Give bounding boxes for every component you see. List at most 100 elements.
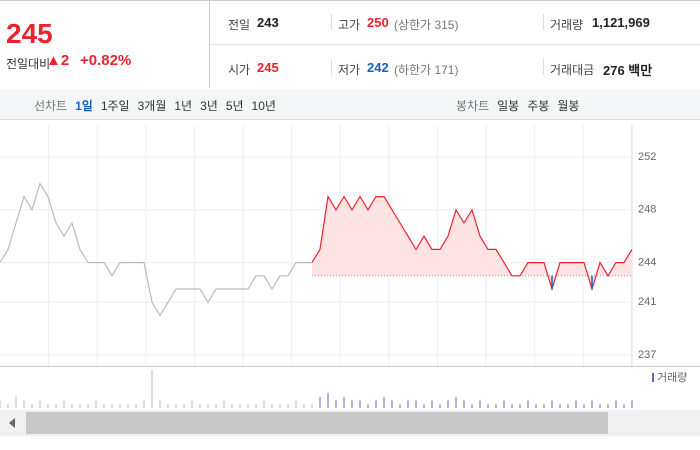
volume-bar [295, 400, 297, 408]
volume-bar [583, 404, 585, 408]
divider [331, 14, 332, 30]
volume-bar [599, 404, 601, 408]
y-tick-label: 237 [638, 349, 656, 361]
volume-bar [319, 396, 321, 408]
volume-bar [367, 404, 369, 408]
volume-bar [495, 404, 497, 408]
tab[interactable]: 1년 [174, 99, 193, 113]
scrollbar-thumb[interactable] [26, 412, 608, 434]
volume-bar [391, 400, 393, 408]
volume-bar [431, 400, 433, 408]
volume-bar [351, 400, 353, 408]
price-line [0, 181, 312, 317]
divider [543, 59, 544, 75]
tab-label: 봉차트 [456, 99, 490, 113]
candle-tabs: 봉차트 일봉 주봉 월봉 [452, 97, 583, 114]
volume-bar [407, 400, 409, 408]
tab[interactable]: 3년 [200, 99, 218, 113]
note: (하한가 171) [394, 63, 459, 77]
volume-bar [63, 400, 65, 408]
divider [543, 14, 544, 30]
area [312, 196, 632, 289]
volume-bar [215, 404, 217, 408]
y-tick-label: 248 [638, 204, 656, 216]
volume-bar [543, 404, 545, 408]
divider [209, 0, 210, 88]
volume-bar [415, 400, 417, 408]
volume-bar [191, 400, 193, 408]
volume-bar [263, 400, 265, 408]
volume-bar [79, 404, 81, 408]
volume-bar [143, 400, 145, 408]
volume-bar [119, 404, 121, 408]
volume-bar [463, 400, 465, 408]
legend-label: 거래량 [657, 371, 687, 384]
volume-bar [511, 404, 513, 408]
scroll-left[interactable] [9, 418, 15, 428]
volume-bar [183, 404, 185, 408]
volume-bar [383, 396, 385, 408]
volume-bar [247, 404, 249, 408]
label: 시가 [228, 63, 251, 77]
divider [210, 44, 700, 45]
tab[interactable]: 월봉 [557, 99, 580, 113]
volume-bar [303, 404, 305, 408]
volume-bar [479, 400, 481, 408]
separator [0, 366, 700, 367]
line-tabs: 선차트 1일 1주일 3개월 1년 3년 5년 10년 [30, 97, 280, 114]
y-tick-label: 241 [638, 296, 656, 308]
volume-bar [95, 400, 97, 408]
change-pct: +0.82% [80, 52, 132, 69]
volume-bar [567, 404, 569, 408]
volume-bar [231, 404, 233, 408]
value: 1,121,969 [592, 15, 650, 30]
volume-bar [23, 400, 25, 408]
change-label: 전일대비 [6, 57, 51, 71]
value: 242 [367, 60, 389, 75]
volume-bar [151, 370, 153, 408]
label: 저가 [338, 63, 361, 77]
volume-bar [607, 404, 609, 408]
tab[interactable]: 일봉 [497, 99, 520, 113]
tab[interactable]: 1일 [75, 99, 93, 113]
y-tick-label: 244 [638, 257, 656, 269]
legend-swatch [652, 373, 654, 382]
volume-bar [343, 396, 345, 408]
volume-bar [111, 404, 113, 408]
tab[interactable]: 주봉 [527, 99, 550, 113]
volume-bar [335, 400, 337, 408]
volume-bar [311, 404, 313, 408]
volume-bar [103, 404, 105, 408]
value: 245 [257, 60, 279, 75]
volume-bar [31, 404, 33, 408]
volume-bar [279, 404, 281, 408]
volume-bar [455, 396, 457, 408]
value: 276 백만 [603, 63, 653, 78]
tab[interactable]: 3개월 [137, 99, 167, 113]
volume-bar [175, 404, 177, 408]
volume-bar [255, 404, 257, 408]
volume-bar [55, 404, 57, 408]
volume-bar [399, 404, 401, 408]
volume-bar [287, 404, 289, 408]
volume-bar [551, 400, 553, 408]
label: 고가 [338, 18, 361, 32]
volume-bar [159, 400, 161, 408]
volume-bar [623, 404, 625, 408]
tab-bar [0, 89, 700, 120]
price-line [311, 194, 633, 292]
divider [331, 59, 332, 75]
volume-bar [47, 404, 49, 408]
volume-bar [39, 400, 41, 408]
note: (상한가 315) [394, 18, 459, 32]
value: 243 [257, 15, 279, 30]
volume-bar [375, 400, 377, 408]
volume-bar [471, 404, 473, 408]
tab[interactable]: 1주일 [100, 99, 130, 113]
volume-bar [591, 400, 593, 408]
tab[interactable]: 10년 [251, 99, 276, 113]
change: ▲2 [46, 52, 70, 69]
volume-bar [447, 400, 449, 408]
tab[interactable]: 5년 [225, 99, 244, 113]
